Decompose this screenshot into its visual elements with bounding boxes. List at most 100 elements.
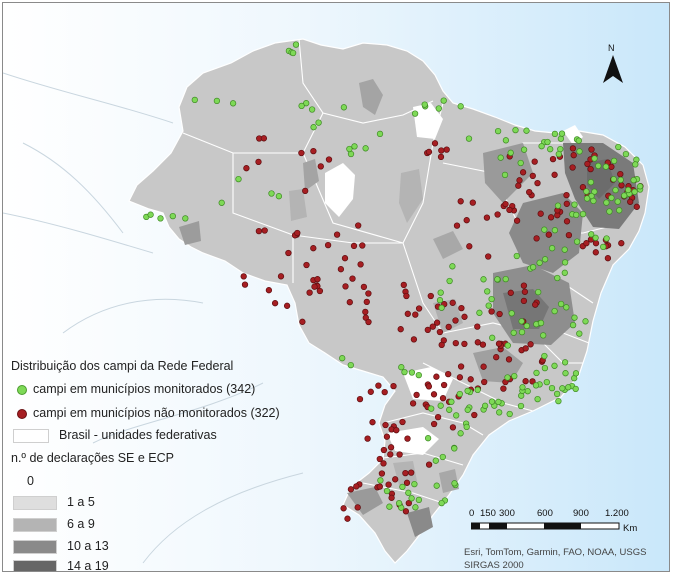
north-arrow: N — [599, 43, 627, 87]
scale-bar: 0 150 300 600 900 1.200 Km — [469, 508, 659, 538]
monitored-campus-point — [579, 210, 587, 218]
unmonitored-campus-point — [569, 145, 577, 152]
monitored-campus-point — [572, 385, 579, 393]
unmonitored-campus-point — [569, 164, 576, 171]
unmonitored-campus-point — [408, 469, 415, 476]
unmonitored-campus-point — [513, 217, 521, 224]
unmonitored-campus-point — [445, 323, 452, 331]
unmonitored-campus-point — [285, 249, 292, 257]
monitored-campus-point — [502, 275, 509, 283]
unmonitored-campus-point — [425, 148, 433, 156]
unmonitored-campus-point — [443, 146, 450, 153]
monitored-campus-point — [587, 179, 595, 186]
monitored-campus-point — [636, 183, 644, 190]
unmonitored-campus-point — [314, 276, 321, 283]
scale-tick: 150 — [480, 508, 496, 519]
scale-tick: 1.200 — [605, 508, 629, 519]
unmonitored-campus-point — [410, 336, 418, 343]
monitored-campus-point — [438, 304, 445, 311]
monitored-campus-point — [569, 321, 577, 329]
declaration-shading — [179, 79, 639, 537]
unmonitored-campus-point — [529, 172, 536, 180]
unmonitored-campus-point — [340, 505, 347, 512]
unmonitored-campus-point — [452, 339, 459, 347]
monitored-campus-point — [616, 207, 623, 214]
unmonitored-campus-point — [357, 261, 364, 268]
unmonitored-campus-point — [412, 311, 419, 318]
monitored-campus-point — [433, 482, 440, 489]
monitored-campus-point — [437, 402, 444, 409]
monitored-campus-point — [504, 342, 511, 349]
monitored-campus-point — [401, 368, 408, 376]
monitored-campus-point — [494, 276, 501, 283]
unmonitored-campus-point — [527, 341, 534, 348]
unmonitored-campus-point — [474, 323, 481, 330]
unmonitored-campus-point — [481, 378, 488, 386]
unmonitored-campus-point — [311, 283, 318, 290]
monitored-campus-point — [543, 378, 550, 386]
monitored-campus-point — [524, 388, 531, 395]
unmonitored-campus-point — [495, 340, 503, 347]
unmonitored-campus-point — [461, 340, 468, 348]
unmonitored-campus-point — [496, 310, 503, 318]
monitored-campus-point — [421, 101, 428, 108]
unmonitored-campus-point — [413, 391, 420, 399]
unmonitored-campus-point — [438, 147, 445, 154]
monitored-campus-point — [506, 410, 513, 418]
monitored-campus-point — [351, 143, 358, 150]
unmonitored-campus-point — [415, 305, 423, 312]
unmonitored-campus-point — [433, 319, 441, 326]
unmonitored-campus-point — [302, 187, 309, 195]
unmonitored-campus-point — [532, 301, 539, 308]
monitored-campus-point — [464, 406, 471, 413]
scale-tick: 0 — [469, 508, 475, 519]
unmonitored-campus-point — [424, 326, 431, 334]
monitored-campus-point — [437, 289, 444, 296]
unmonitored-campus-point — [485, 253, 492, 260]
unmonitored-campus-point — [565, 231, 573, 239]
unmonitored-campus-point — [516, 177, 523, 184]
unmonitored-campus-point — [519, 169, 527, 176]
monitored-campus-point — [377, 477, 384, 484]
unmonitored-campus-point — [342, 283, 349, 290]
monitored-campus-point — [399, 483, 406, 491]
unmonitored-campus-point — [243, 165, 250, 172]
monitored-campus-point — [576, 148, 583, 155]
monitored-campus-point — [612, 186, 619, 194]
unmonitored-campus-point — [493, 354, 500, 361]
monitored-campus-point — [484, 288, 491, 295]
unmonitored-campus-point — [378, 470, 386, 477]
scale-tick: 900 — [573, 508, 589, 519]
monitored-campus-point — [438, 499, 445, 507]
unmonitored-campus-point — [346, 299, 353, 306]
monitored-campus-point — [169, 212, 176, 220]
monitored-campus-point — [411, 480, 418, 488]
unmonitored-campus-point — [409, 400, 417, 407]
monitored-campus-point — [523, 322, 530, 330]
unmonitored-campus-point — [563, 191, 570, 199]
monitored-campus-point — [432, 457, 439, 464]
unmonitored-campus-point — [434, 413, 442, 421]
unmonitored-campus-point — [255, 158, 262, 166]
monitored-campus-point — [548, 384, 556, 392]
unmonitored-campus-point — [399, 418, 406, 426]
monitored-campus-point — [488, 295, 495, 303]
unmonitored-campus-point — [474, 339, 481, 346]
credits-line-1: Esri, TomTom, Garmin, FAO, NOAA, USGS — [464, 547, 647, 558]
unmonitored-campus-point — [365, 290, 372, 297]
monitored-campus-point — [536, 259, 543, 266]
monitored-campus-point — [235, 175, 242, 183]
unmonitored-campus-point — [502, 200, 509, 208]
unmonitored-campus-point — [551, 171, 558, 178]
unmonitored-campus-point — [521, 288, 529, 295]
monitored-campus-point — [600, 243, 607, 251]
monitored-campus-point — [541, 226, 548, 233]
unmonitored-campus-point — [506, 206, 513, 214]
unmonitored-campus-point — [452, 317, 459, 324]
monitored-campus-point — [411, 110, 419, 117]
monitored-campus-point — [446, 277, 453, 285]
monitored-campus-point — [561, 259, 569, 266]
monitored-campus-point — [465, 135, 473, 142]
monitored-campus-point — [512, 126, 519, 134]
monitored-point-symbol — [17, 385, 27, 395]
